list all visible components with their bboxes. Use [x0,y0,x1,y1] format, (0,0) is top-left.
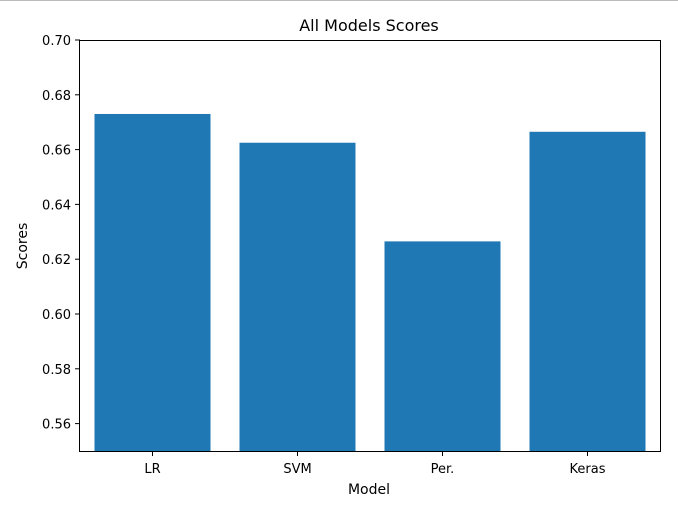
x-axis-label: Model [348,482,390,498]
y-tick-label: 0.58 [42,363,71,378]
bar-lr [94,113,211,451]
chart-title: All Models Scores [299,16,439,35]
x-tick-label: Per. [431,462,455,477]
y-tick-label: 0.68 [42,89,71,104]
x-tick-label: LR [144,462,160,477]
bar-per [384,241,501,451]
y-tick-label: 0.70 [42,34,71,49]
plot-frame [79,40,661,452]
y-tick-label: 0.60 [42,308,71,323]
bar-svm [239,142,356,451]
y-tick-label: 0.66 [42,144,71,159]
x-axis: LR SVM Per. Keras [144,451,606,477]
y-tick-label: 0.62 [42,253,71,268]
y-axis-label: Scores [15,223,31,270]
x-tick-label: SVM [283,462,311,477]
y-tick-label: 0.64 [42,198,71,213]
y-axis: 0.56 0.58 0.60 0.62 0.64 0.66 0.68 0.70 [42,34,80,433]
bar-keras [529,131,646,452]
x-tick-label: Keras [570,462,606,477]
bars-group [94,113,646,452]
y-tick-label: 0.56 [42,418,71,433]
top-divider [0,0,678,1]
